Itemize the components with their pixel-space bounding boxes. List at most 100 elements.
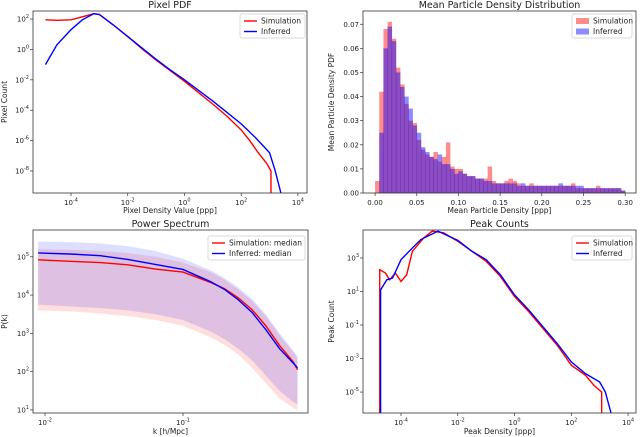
histogram-bar-simulation bbox=[475, 178, 480, 193]
histogram-bar-inferred bbox=[441, 164, 447, 193]
y-tick-label: 10-4 bbox=[15, 105, 29, 115]
histogram-bar-inferred bbox=[570, 185, 576, 193]
x-tick-exponent: -4 bbox=[403, 418, 408, 424]
x-tick-label: 0.20 bbox=[534, 199, 550, 207]
histogram-bar-simulation bbox=[533, 185, 538, 193]
histogram-bar-simulation bbox=[558, 185, 563, 193]
y-tick-label: 0.04 bbox=[343, 93, 359, 101]
histogram-bar-simulation bbox=[425, 154, 430, 193]
x-tick-label: 10-4 bbox=[394, 418, 408, 428]
histogram-bar-simulation bbox=[404, 103, 409, 193]
y-tick-exponent: 5 bbox=[26, 252, 29, 258]
y-tick-exponent: -3 bbox=[354, 354, 359, 360]
histogram-bar-simulation bbox=[583, 188, 588, 193]
histogram-bar-inferred bbox=[470, 176, 476, 193]
histogram-bar-simulation bbox=[508, 178, 513, 193]
histogram-bar-simulation bbox=[512, 180, 518, 193]
histogram-bar-inferred bbox=[516, 185, 522, 193]
histogram-bar-inferred bbox=[575, 185, 580, 193]
histogram-bar-simulation bbox=[458, 168, 463, 193]
histogram-bar-simulation bbox=[616, 188, 622, 193]
histogram-bar-inferred bbox=[504, 183, 509, 193]
histogram-bar-inferred bbox=[462, 173, 468, 193]
y-tick-exponent: 3 bbox=[356, 253, 359, 259]
x-tick-exponent: 2 bbox=[574, 418, 577, 424]
y-tick-label: 104 bbox=[17, 290, 29, 300]
y-tick-exponent: 0 bbox=[26, 44, 29, 50]
x-tick-label: 100 bbox=[178, 198, 190, 208]
histogram-bar-inferred bbox=[591, 188, 597, 193]
histogram-bar-inferred bbox=[562, 185, 568, 193]
x-axis-label: Peak Density [ppp] bbox=[464, 427, 535, 436]
y-tick-label: 10-1 bbox=[345, 320, 359, 330]
histogram-bar-simulation bbox=[608, 188, 613, 193]
histogram-bar-simulation bbox=[587, 188, 593, 193]
histogram-bar-simulation bbox=[466, 176, 472, 193]
y-tick-label: 10-8 bbox=[15, 166, 29, 176]
y-tick-exponent: 3 bbox=[26, 328, 29, 334]
x-tick-label: 10-4 bbox=[64, 198, 78, 208]
histogram-bar-simulation bbox=[591, 188, 597, 193]
histogram-bar-inferred bbox=[466, 176, 472, 193]
y-tick-exponent: -6 bbox=[24, 136, 29, 142]
histogram-bar-inferred bbox=[454, 173, 459, 193]
y-tick-exponent: 2 bbox=[26, 14, 29, 20]
legend-label: Inferred bbox=[593, 27, 623, 36]
histogram-bar-inferred bbox=[583, 188, 588, 193]
histogram-bar-inferred bbox=[579, 185, 584, 193]
histogram-bar-simulation bbox=[416, 139, 422, 193]
y-tick-label: 103 bbox=[347, 253, 359, 263]
y-axis-label: Peak Count bbox=[327, 300, 336, 343]
x-tick-label: 10-2 bbox=[38, 418, 52, 428]
histogram-bar-simulation bbox=[620, 190, 626, 193]
histogram-bar-inferred bbox=[400, 86, 405, 193]
x-tick-label: 0.30 bbox=[617, 199, 633, 207]
series-line-simulation bbox=[45, 13, 272, 193]
y-tick-label: 105 bbox=[17, 252, 29, 262]
x-tick-exponent: -2 bbox=[460, 418, 465, 424]
histogram-bar-simulation bbox=[437, 161, 443, 193]
histogram-bar-inferred bbox=[487, 180, 493, 193]
histogram-bar-inferred bbox=[616, 188, 622, 193]
chart-title: Mean Particle Density Distribution bbox=[419, 0, 581, 11]
y-tick-label: 10-3 bbox=[345, 354, 359, 364]
histogram-bar-inferred bbox=[600, 188, 605, 193]
subplot-peak-counts: 10-4 10-2 100 102 10410310110-110-310-5Peak … bbox=[327, 219, 637, 436]
histogram-bar-simulation bbox=[562, 185, 568, 193]
subplot-mean-particle-density-distribution: 0.00 0.05 0.10 0.15 0.20 0.25 0.30 0.00 0.01 0.02… bbox=[327, 0, 637, 215]
legend-label: Inferred bbox=[593, 249, 623, 258]
histogram-bar-simulation bbox=[575, 188, 580, 193]
histogram-bar-simulation bbox=[612, 188, 618, 193]
histogram-bar-simulation bbox=[604, 188, 609, 193]
subplot-power-spectrum: 10-2 10-1 105 104 103 102 101 Power Spectrum k [… bbox=[0, 219, 309, 436]
series-line-inferred bbox=[44, 13, 282, 193]
x-tick-exponent: -2 bbox=[47, 418, 52, 424]
histogram-bar-simulation bbox=[395, 67, 401, 193]
x-axis-label: Mean Particle Density [ppp] bbox=[448, 206, 552, 215]
y-tick-label: 0.07 bbox=[343, 21, 359, 29]
histogram-bar-simulation bbox=[545, 185, 551, 193]
histogram-bar-simulation bbox=[391, 38, 397, 193]
x-tick-exponent: 0 bbox=[517, 418, 520, 424]
legend-box bbox=[207, 235, 306, 261]
histogram-bar-simulation bbox=[487, 166, 493, 193]
y-tick-label: 10-2 bbox=[15, 75, 29, 85]
y-tick-exponent: -8 bbox=[24, 166, 29, 172]
histogram-bar-inferred bbox=[529, 185, 534, 193]
legend-label: Inferred bbox=[261, 27, 291, 36]
histogram-bar-inferred bbox=[520, 183, 526, 193]
histogram-bar-inferred bbox=[612, 188, 618, 193]
histogram-bar-inferred bbox=[404, 96, 409, 193]
y-axis-label: P(k) bbox=[0, 314, 9, 329]
histogram-bar-inferred bbox=[458, 171, 463, 193]
histogram-bar-simulation bbox=[529, 183, 534, 193]
confidence-band-simulation bbox=[38, 249, 298, 410]
x-axis-label: k [h/Mpc] bbox=[153, 427, 188, 436]
y-axis-label: Pixel Count bbox=[0, 81, 9, 123]
y-tick-exponent: -1 bbox=[354, 320, 359, 326]
histogram-bar-simulation bbox=[570, 183, 576, 193]
y-tick-label: 10-6 bbox=[15, 136, 29, 146]
x-tick-label: 104 bbox=[622, 418, 634, 428]
histogram-bar-simulation bbox=[520, 185, 526, 193]
